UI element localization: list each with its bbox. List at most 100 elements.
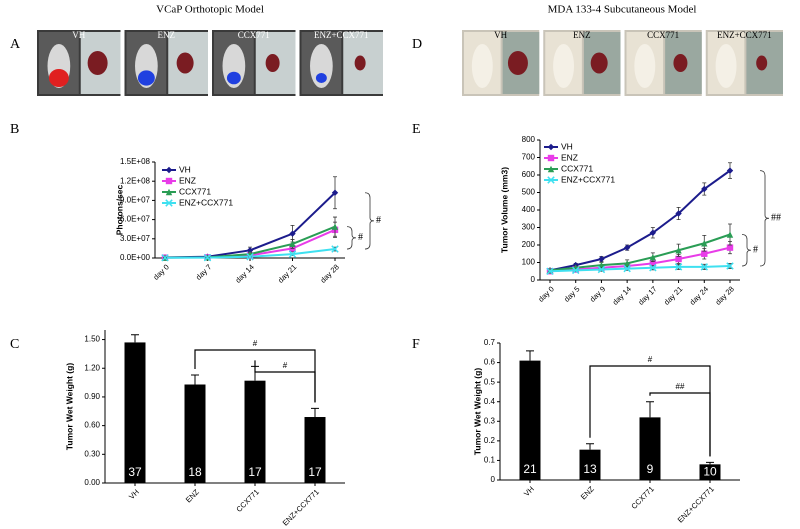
tumor: [756, 55, 768, 71]
marker: [289, 230, 296, 237]
legend-label: CCX771: [179, 186, 211, 196]
marker: [597, 265, 606, 274]
photo-label: CCX771: [647, 30, 679, 40]
marker: [726, 231, 734, 238]
bracket: [254, 360, 316, 403]
marker: [289, 240, 296, 248]
photo-label: ENZ: [573, 30, 591, 40]
tumor: [507, 51, 528, 75]
y-tick-label: 0.4: [484, 397, 496, 406]
photo-label: VH: [494, 30, 507, 40]
marker: [203, 253, 212, 262]
marker: [546, 267, 554, 275]
bar: [124, 342, 146, 483]
legend-label: ENZ: [561, 152, 578, 162]
x-tick-label: day 21: [662, 284, 684, 306]
bar: [579, 449, 601, 480]
marker: [675, 255, 682, 263]
x-tick-label: CCX771: [629, 484, 655, 510]
marker: [331, 223, 339, 230]
y-tick-label: 200: [522, 240, 536, 249]
mouse: [310, 44, 333, 88]
x-tick-label: ENZ+CCX771: [281, 487, 321, 527]
n-label: 13: [583, 462, 597, 476]
panel-letter: F: [412, 337, 420, 352]
y-tick-label: 0.5: [484, 377, 496, 386]
marker: [331, 189, 339, 196]
x-tick-label: VH: [522, 484, 536, 498]
y-tick-label: 0.30: [84, 449, 100, 458]
marker: [701, 250, 708, 257]
y-tick-label: 300: [522, 223, 536, 232]
panel-letter: A: [10, 37, 21, 52]
y-tick-label: 1.50: [84, 335, 100, 344]
tumor: [265, 54, 280, 72]
significance-label: #: [283, 361, 288, 370]
x-tick-label: ENZ: [184, 487, 201, 504]
series-line: [549, 246, 731, 273]
y-tick-label: 3.0E+07: [120, 234, 151, 243]
legend-label: ENZ+CCX771: [561, 174, 615, 184]
x-tick-label: day 21: [276, 262, 298, 284]
x-tick-label: day 9: [588, 284, 607, 303]
error-bar: [706, 461, 714, 465]
x-tick-label: ENZ+CCX771: [676, 484, 716, 524]
panel-letter: C: [10, 337, 19, 352]
legend-marker: [547, 143, 555, 151]
y-tick-label: 0.90: [84, 392, 100, 401]
marker: [726, 244, 734, 251]
marker: [246, 252, 254, 261]
y-tick-label: 0.2: [484, 436, 496, 445]
y-tick-label: 1.20: [84, 363, 100, 372]
y-tick-label: 0.60: [84, 421, 100, 430]
mouse: [715, 44, 737, 88]
series-line: [549, 265, 731, 273]
signal: [48, 69, 69, 87]
y-axis-label: Tumor Wet Weight (g): [472, 368, 482, 456]
error-bar: [526, 350, 534, 361]
y-axis-label: Photons/sec: [114, 184, 124, 235]
brace: [346, 226, 357, 250]
tumor: [590, 52, 608, 74]
bracket: [649, 392, 711, 457]
marker: [649, 229, 657, 236]
y-tick-label: 9.0E+07: [120, 196, 151, 205]
significance-label: #: [253, 339, 258, 348]
legend-marker: [165, 199, 173, 207]
mouse: [553, 44, 575, 88]
legend-marker: [165, 166, 173, 174]
brace: [364, 192, 375, 250]
marker: [288, 250, 297, 258]
y-tick-label: 700: [522, 153, 536, 162]
tumor: [87, 51, 108, 75]
marker: [649, 264, 657, 272]
significance-label: #: [648, 355, 653, 364]
x-tick-label: day 17: [636, 284, 658, 306]
bar: [699, 464, 721, 480]
y-tick-label: 0.7: [484, 338, 496, 347]
y-tick-label: 1.2E+08: [120, 176, 151, 185]
series-line: [549, 233, 731, 272]
marker: [623, 260, 631, 267]
photo-label: ENZ+CCX771: [717, 30, 772, 40]
y-tick-label: 0.1: [484, 456, 496, 465]
bar: [639, 417, 661, 480]
y-tick-label: 600: [522, 170, 536, 179]
y-tick-label: 1.5E+08: [120, 157, 151, 166]
legend-marker: [547, 165, 555, 173]
n-label: 9: [647, 462, 654, 476]
x-tick-label: day 7: [194, 262, 213, 281]
legend-label: VH: [561, 141, 573, 151]
y-tick-label: 0: [491, 475, 496, 484]
error-bar: [646, 401, 654, 418]
tumor: [176, 52, 194, 74]
x-tick-label: day 14: [611, 284, 633, 306]
x-tick-label: VH: [127, 487, 141, 501]
n-label: 21: [523, 462, 537, 476]
series-line: [549, 169, 731, 272]
legend-marker: [165, 188, 173, 196]
mouse: [471, 44, 493, 88]
significance-label: #: [358, 232, 363, 243]
marker: [598, 255, 605, 263]
